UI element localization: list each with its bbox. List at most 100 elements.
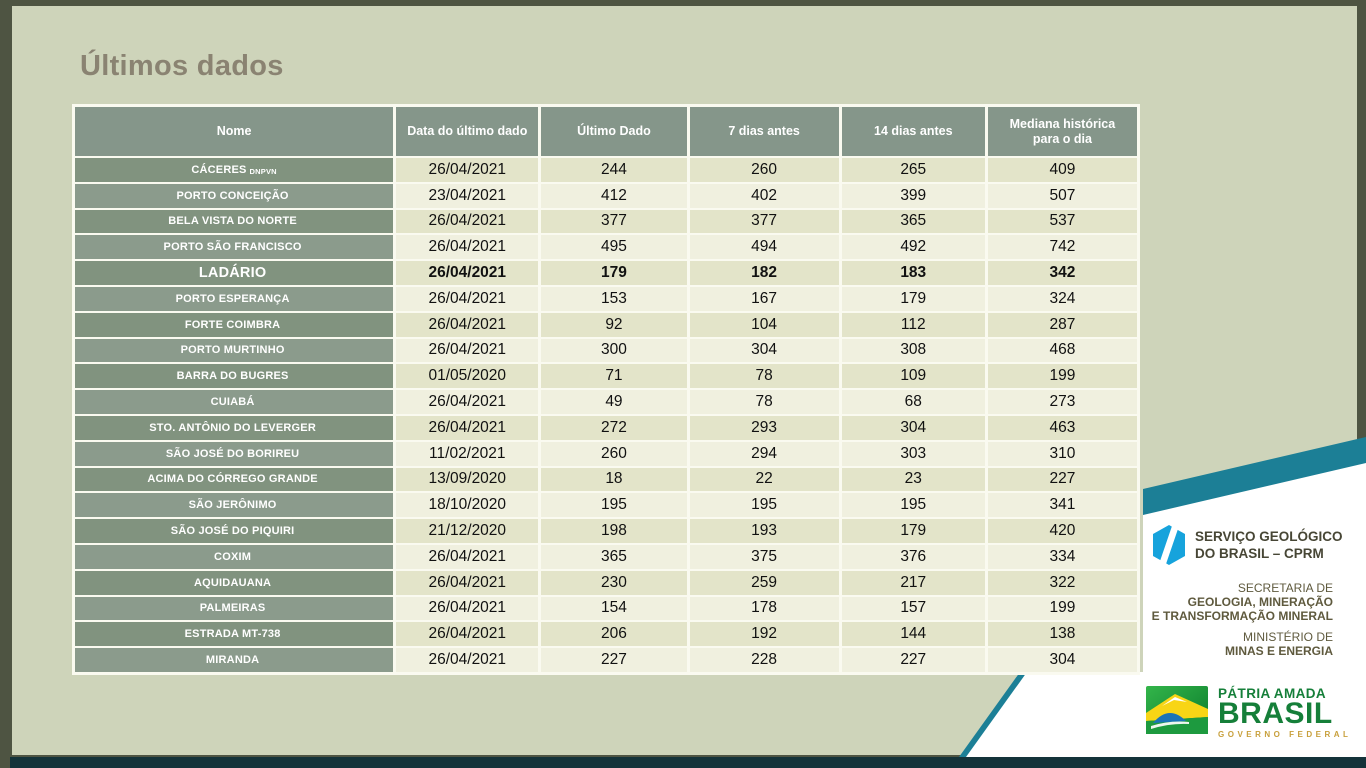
table-row: ACIMA DO CÓRREGO GRANDE 13/09/2020 18 22… bbox=[75, 467, 1137, 492]
governo-federal-text: PÁTRIA AMADA BRASIL GOVERNO FEDERAL bbox=[1218, 686, 1351, 739]
value-14days-cell: 308 bbox=[841, 338, 985, 363]
ministerio-line2: MINAS E ENERGIA bbox=[1224, 644, 1333, 658]
last-date-cell: 26/04/2021 bbox=[396, 312, 539, 337]
last-date-cell: 26/04/2021 bbox=[396, 261, 539, 285]
last-value-cell: 49 bbox=[541, 390, 687, 414]
station-name-cell: PORTO CONCEIÇÃO bbox=[75, 183, 394, 208]
value-14days-cell: 112 bbox=[841, 312, 985, 337]
last-value-cell: 244 bbox=[541, 158, 687, 182]
last-value-cell: 300 bbox=[541, 338, 687, 363]
median-cell: 334 bbox=[987, 544, 1137, 569]
station-name-cell: CÁCERES DNPVN bbox=[75, 158, 394, 182]
last-value-cell: 18 bbox=[541, 467, 687, 492]
secretaria-line2: GEOLOGIA, MINERAÇÃO bbox=[1187, 595, 1333, 609]
value-14days-cell: 23 bbox=[841, 467, 985, 492]
station-name-cell: FORTE COIMBRA bbox=[75, 312, 394, 337]
value-7days-cell: 22 bbox=[689, 467, 839, 492]
table-row: MIRANDA 26/04/2021 227 228 227 304 bbox=[75, 648, 1137, 672]
station-name: PORTO CONCEIÇÃO bbox=[176, 189, 289, 202]
last-value-cell: 71 bbox=[541, 364, 687, 389]
table-row: SÃO JOSÉ DO PIQUIRI 21/12/2020 198 193 1… bbox=[75, 519, 1137, 543]
value-7days-cell: 228 bbox=[689, 648, 839, 672]
last-value-cell: 206 bbox=[541, 622, 687, 647]
value-14days-cell: 265 bbox=[841, 158, 985, 182]
median-cell: 742 bbox=[987, 235, 1137, 260]
station-name-cell: BELA VISTA DO NORTE bbox=[75, 209, 394, 234]
value-7days-cell: 293 bbox=[689, 415, 839, 440]
last-value-cell: 154 bbox=[541, 596, 687, 621]
value-7days-cell: 167 bbox=[689, 286, 839, 311]
station-name-cell: ACIMA DO CÓRREGO GRANDE bbox=[75, 467, 394, 492]
last-date-cell: 01/05/2020 bbox=[396, 364, 539, 389]
station-name-cell: PORTO ESPERANÇA bbox=[75, 286, 394, 311]
table-row: FORTE COIMBRA 26/04/2021 92 104 112 287 bbox=[75, 312, 1137, 337]
station-name-cell: CUIABÁ bbox=[75, 390, 394, 414]
median-cell: 273 bbox=[987, 390, 1137, 414]
value-7days-cell: 178 bbox=[689, 596, 839, 621]
median-cell: 463 bbox=[987, 415, 1137, 440]
value-7days-cell: 494 bbox=[689, 235, 839, 260]
value-7days-cell: 304 bbox=[689, 338, 839, 363]
station-name: FORTE COIMBRA bbox=[184, 318, 281, 331]
header-7-dias-antes: 7 dias antes bbox=[689, 107, 839, 156]
last-value-cell: 198 bbox=[541, 519, 687, 543]
ministerio-block: MINISTÉRIO DE MINAS E ENERGIA bbox=[1225, 630, 1333, 658]
station-name: ACIMA DO CÓRREGO GRANDE bbox=[147, 473, 318, 486]
last-date-cell: 26/04/2021 bbox=[396, 390, 539, 414]
header-nome: Nome bbox=[75, 107, 394, 156]
last-value-cell: 272 bbox=[541, 415, 687, 440]
value-7days-cell: 260 bbox=[689, 158, 839, 182]
table-header-row: Nome Data do último dado Último Dado 7 d… bbox=[75, 107, 1137, 156]
value-14days-cell: 195 bbox=[841, 493, 985, 518]
median-cell: 420 bbox=[987, 519, 1137, 543]
value-14days-cell: 399 bbox=[841, 183, 985, 208]
station-name-cell: PALMEIRAS bbox=[75, 596, 394, 621]
table-row: PORTO ESPERANÇA 26/04/2021 153 167 179 3… bbox=[75, 286, 1137, 311]
value-14days-cell: 68 bbox=[841, 390, 985, 414]
last-date-cell: 26/04/2021 bbox=[396, 596, 539, 621]
sgb-cprm-text: SERVIÇO GEOLÓGICO DO BRASIL – CPRM bbox=[1195, 524, 1343, 562]
last-date-cell: 18/10/2020 bbox=[396, 493, 539, 518]
value-14days-cell: 179 bbox=[841, 519, 985, 543]
value-14days-cell: 227 bbox=[841, 648, 985, 672]
table-row: STO. ANTÔNIO DO LEVERGER 26/04/2021 272 … bbox=[75, 415, 1137, 440]
value-14days-cell: 183 bbox=[841, 261, 985, 285]
value-14days-cell: 304 bbox=[841, 415, 985, 440]
brasil-text: BRASIL bbox=[1218, 697, 1333, 730]
station-name: BELA VISTA DO NORTE bbox=[168, 215, 297, 228]
median-cell: 322 bbox=[987, 570, 1137, 595]
station-name: BARRA DO BUGRES bbox=[176, 370, 289, 383]
value-7days-cell: 377 bbox=[689, 209, 839, 234]
station-name-cell: AQUIDAUANA bbox=[75, 570, 394, 595]
table-row: PORTO CONCEIÇÃO 23/04/2021 412 402 399 5… bbox=[75, 183, 1137, 208]
last-date-cell: 23/04/2021 bbox=[396, 183, 539, 208]
brasil-flag-icon bbox=[1146, 686, 1208, 734]
median-cell: 310 bbox=[987, 441, 1137, 466]
station-name-suffix: DNPVN bbox=[249, 166, 277, 176]
station-name: CUIABÁ bbox=[210, 396, 255, 409]
value-7days-cell: 294 bbox=[689, 441, 839, 466]
secretaria-line3: E TRANSFORMAÇÃO MINERAL bbox=[1151, 609, 1333, 623]
last-value-cell: 227 bbox=[541, 648, 687, 672]
table-row: COXIM 26/04/2021 365 375 376 334 bbox=[75, 544, 1137, 569]
last-value-cell: 230 bbox=[541, 570, 687, 595]
station-name-cell: SÃO JOSÉ DO PIQUIRI bbox=[75, 519, 394, 543]
station-name: PORTO MURTINHO bbox=[180, 344, 285, 357]
station-name: PORTO ESPERANÇA bbox=[175, 292, 290, 305]
last-value-cell: 179 bbox=[541, 261, 687, 285]
table-row: BARRA DO BUGRES 01/05/2020 71 78 109 199 bbox=[75, 364, 1137, 389]
station-name: PORTO SÃO FRANCISCO bbox=[163, 241, 302, 254]
station-name: STO. ANTÔNIO DO LEVERGER bbox=[149, 421, 316, 434]
median-cell: 342 bbox=[987, 261, 1137, 285]
station-name: SÃO JOSÉ DO PIQUIRI bbox=[170, 525, 295, 538]
last-date-cell: 21/12/2020 bbox=[396, 519, 539, 543]
secretaria-block: SECRETARIA DE GEOLOGIA, MINERAÇÃO E TRAN… bbox=[1152, 581, 1333, 623]
table-row: CUIABÁ 26/04/2021 49 78 68 273 bbox=[75, 390, 1137, 414]
table-row: CÁCERES DNPVN 26/04/2021 244 260 265 409 bbox=[75, 158, 1137, 182]
median-cell: 507 bbox=[987, 183, 1137, 208]
sgb-hexagon-icon bbox=[1153, 525, 1185, 565]
station-name-cell: ESTRADA MT-738 bbox=[75, 622, 394, 647]
header-data-ultimo-dado: Data do último dado bbox=[396, 107, 539, 156]
median-cell: 199 bbox=[987, 364, 1137, 389]
last-value-cell: 365 bbox=[541, 544, 687, 569]
